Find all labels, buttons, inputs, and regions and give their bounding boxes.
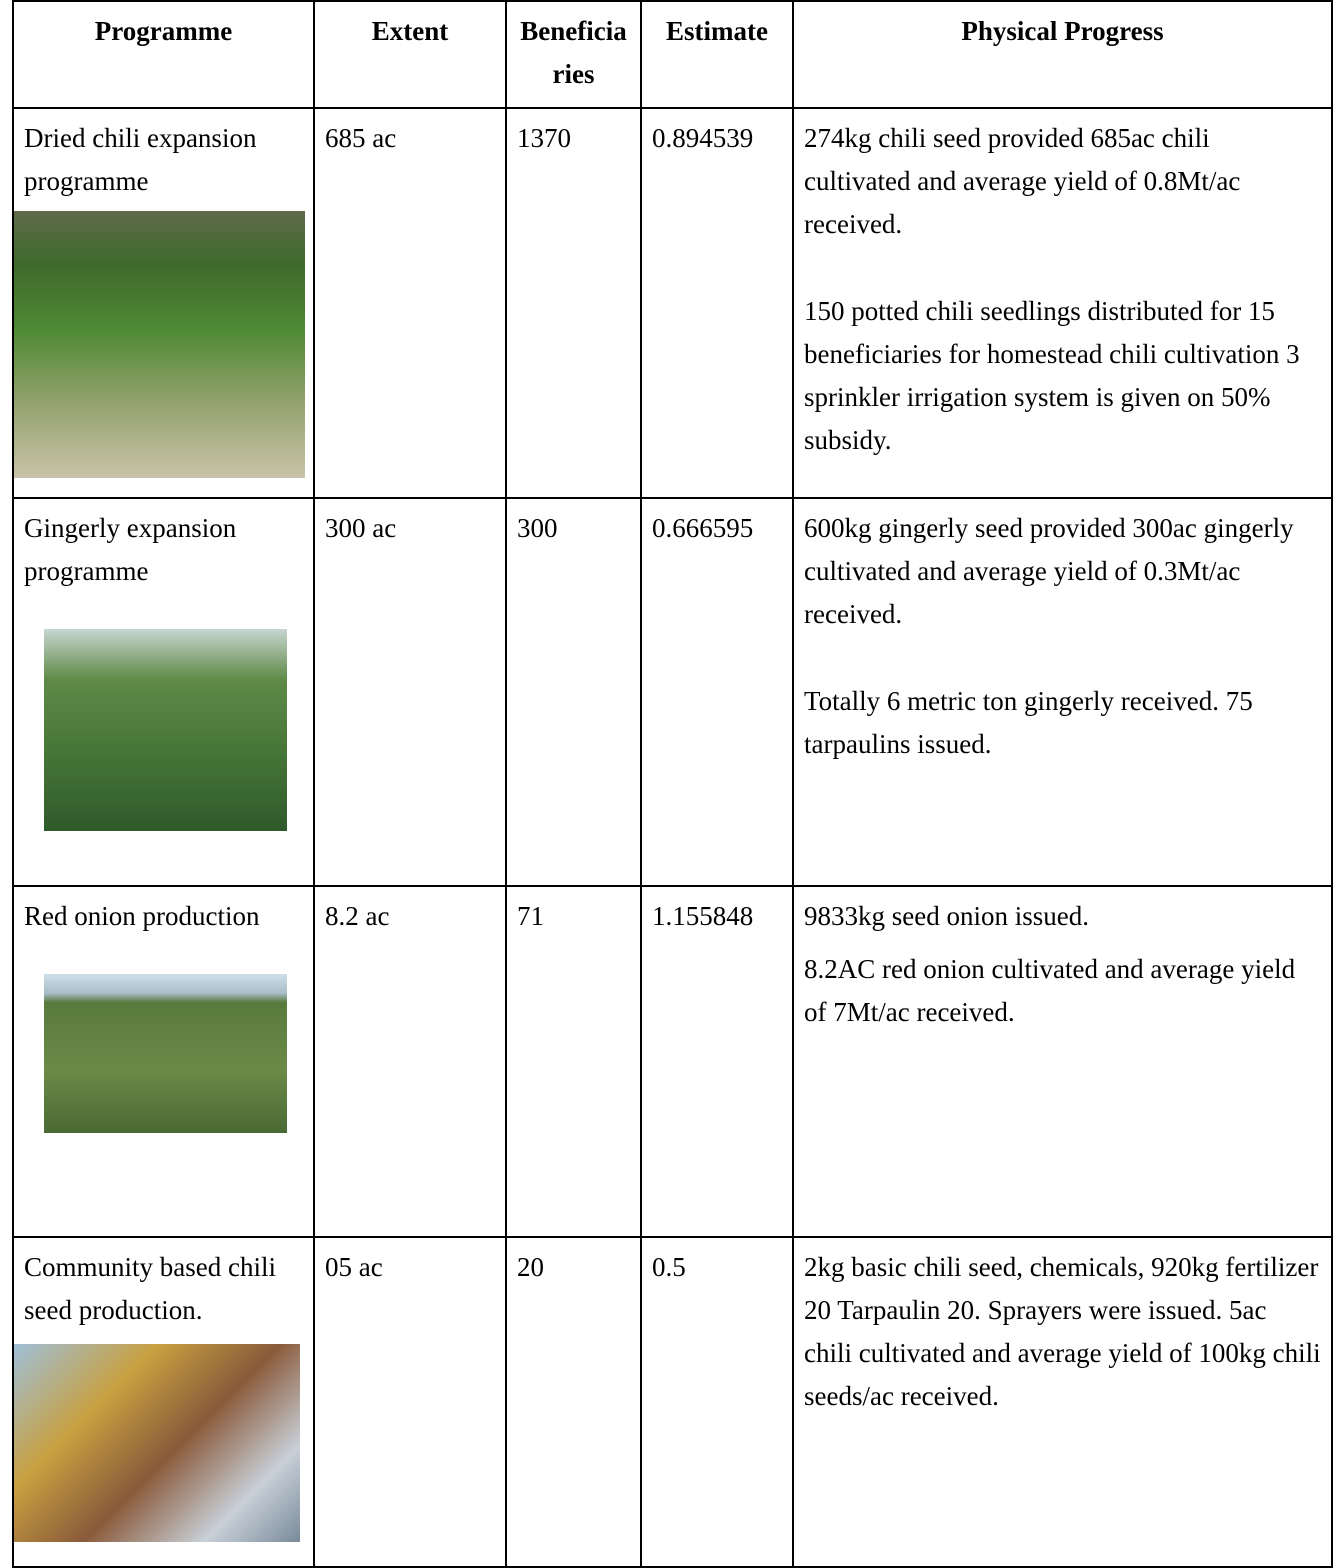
column-header: Extent xyxy=(313,0,507,109)
progress-paragraph: 9833kg seed onion issued. xyxy=(804,901,1089,931)
table-row: Community based chili seed production. 05… xyxy=(12,1236,1333,1568)
progress-paragraph: 2kg basic chili seed, chemicals, 920kg f… xyxy=(804,1252,1321,1411)
photo xyxy=(44,974,287,1133)
extent-cell: 8.2 ac xyxy=(313,885,507,1238)
programme-name: Community based chili seed production. xyxy=(24,1252,276,1325)
column-header: Programme xyxy=(12,0,315,109)
programme-cell: Community based chili seed production. xyxy=(12,1236,315,1568)
table-row: Gingerly expansion programme 300 ac 300 0.6… xyxy=(12,497,1333,887)
photo xyxy=(44,629,287,831)
extent-cell: 685 ac xyxy=(313,107,507,499)
progress-paragraph: Totally 6 metric ton gingerly received. … xyxy=(804,686,1253,759)
programme-cell: Red onion production xyxy=(12,885,315,1238)
progress-cell: 2kg basic chili seed, chemicals, 920kg f… xyxy=(792,1236,1333,1568)
column-header: Physical Progress xyxy=(792,0,1333,109)
extent-cell: 05 ac xyxy=(313,1236,507,1568)
programme-cell: Gingerly expansion programme xyxy=(12,497,315,887)
programme-cell: Dried chili expansion programme xyxy=(12,107,315,499)
progress-cell: 600kg gingerly seed provided 300ac ginge… xyxy=(792,497,1333,887)
table-row: Red onion production 8.2 ac 71 1.155848 9833… xyxy=(12,885,1333,1238)
programme-name: Red onion production xyxy=(24,901,260,931)
column-header: Beneficiaries xyxy=(505,0,642,109)
column-header: Estimate xyxy=(640,0,794,109)
progress-cell: 274kg chili seed provided 685ac chili cu… xyxy=(792,107,1333,499)
header-row: Programme Extent Beneficiaries Estimate Phys… xyxy=(12,0,1333,109)
beneficiaries-cell: 1370 xyxy=(505,107,642,499)
programme-table: Programme Extent Beneficiaries Estimate Phys… xyxy=(12,0,1333,1568)
programme-name: Dried chili expansion programme xyxy=(24,123,257,196)
photo xyxy=(14,211,305,478)
progress-cell: 9833kg seed onion issued. 8.2AC red onion… xyxy=(792,885,1333,1238)
progress-paragraph: 600kg gingerly seed provided 300ac ginge… xyxy=(804,513,1294,629)
table-body: Dried chili expansion programme 685 ac 137… xyxy=(12,107,1333,1568)
programme-name: Gingerly expansion programme xyxy=(24,513,237,586)
progress-paragraph: 150 potted chili seedlings distributed f… xyxy=(804,296,1300,455)
photo xyxy=(14,1344,300,1542)
progress-paragraph: 274kg chili seed provided 685ac chili cu… xyxy=(804,123,1241,239)
progress-paragraph: 8.2AC red onion cultivated and average y… xyxy=(804,954,1296,1027)
estimate-cell: 0.5 xyxy=(640,1236,794,1568)
estimate-cell: 1.155848 xyxy=(640,885,794,1238)
beneficiaries-cell: 20 xyxy=(505,1236,642,1568)
estimate-cell: 0.894539 xyxy=(640,107,794,499)
beneficiaries-cell: 71 xyxy=(505,885,642,1238)
estimate-cell: 0.666595 xyxy=(640,497,794,887)
extent-cell: 300 ac xyxy=(313,497,507,887)
table-row: Dried chili expansion programme 685 ac 137… xyxy=(12,107,1333,499)
beneficiaries-cell: 300 xyxy=(505,497,642,887)
